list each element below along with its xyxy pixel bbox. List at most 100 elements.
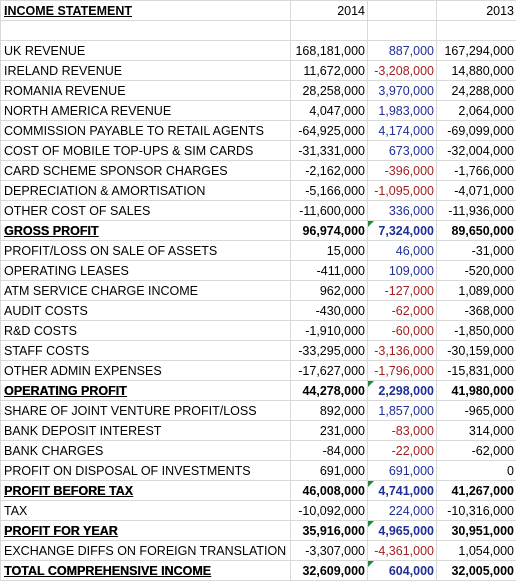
value-2014-cell[interactable]: -5,166,000 (290, 180, 368, 201)
value-2013-cell[interactable]: -69,099,000 (436, 120, 516, 141)
value-2014-cell[interactable]: 691,000 (290, 460, 368, 481)
change-cell[interactable]: 1,983,000 (367, 100, 437, 121)
value-2013-cell[interactable]: -965,000 (436, 400, 516, 421)
row-label-cell[interactable]: IRELAND REVENUE (0, 60, 291, 81)
value-2014-cell[interactable]: -31,331,000 (290, 140, 368, 161)
value-2013-cell[interactable]: 2,064,000 (436, 100, 516, 121)
row-label-cell[interactable]: TOTAL COMPREHENSIVE INCOME (0, 560, 291, 581)
change-cell[interactable]: -1,095,000 (367, 180, 437, 201)
value-2013-cell[interactable]: -15,831,000 (436, 360, 516, 381)
value-2014-cell[interactable]: -1,910,000 (290, 320, 368, 341)
change-cell[interactable]: 7,324,000 (367, 220, 437, 241)
row-label-cell[interactable]: STAFF COSTS (0, 340, 291, 361)
value-2014-cell[interactable]: -3,307,000 (290, 540, 368, 561)
row-label-cell[interactable]: PROFIT BEFORE TAX (0, 480, 291, 501)
change-cell[interactable]: 336,000 (367, 200, 437, 221)
value-2013-cell[interactable]: 89,650,000 (436, 220, 516, 241)
row-label-cell[interactable]: OTHER ADMIN EXPENSES (0, 360, 291, 381)
value-2013-cell[interactable]: -32,004,000 (436, 140, 516, 161)
row-label-cell[interactable]: DEPRECIATION & AMORTISATION (0, 180, 291, 201)
value-2013-cell[interactable]: 30,951,000 (436, 520, 516, 541)
value-2013-cell[interactable]: 167,294,000 (436, 40, 516, 61)
value-2013-cell[interactable]: 14,880,000 (436, 60, 516, 81)
value-2014-cell[interactable]: 231,000 (290, 420, 368, 441)
change-cell[interactable]: -4,361,000 (367, 540, 437, 561)
value-2013-cell[interactable]: -1,850,000 (436, 320, 516, 341)
value-2013-cell[interactable]: 314,000 (436, 420, 516, 441)
value-2014-cell[interactable]: 11,672,000 (290, 60, 368, 81)
change-cell[interactable]: -22,000 (367, 440, 437, 461)
value-2013-cell[interactable]: -31,000 (436, 240, 516, 261)
blank-cell[interactable] (367, 20, 437, 41)
change-cell[interactable]: 4,741,000 (367, 480, 437, 501)
value-2014-cell[interactable]: 15,000 (290, 240, 368, 261)
row-label-cell[interactable]: PROFIT/LOSS ON SALE OF ASSETS (0, 240, 291, 261)
change-cell[interactable]: -1,796,000 (367, 360, 437, 381)
change-cell[interactable]: -3,208,000 (367, 60, 437, 81)
value-2013-cell[interactable]: -520,000 (436, 260, 516, 281)
value-2014-cell[interactable]: 32,609,000 (290, 560, 368, 581)
change-cell[interactable]: 46,000 (367, 240, 437, 261)
row-label-cell[interactable]: OTHER COST OF SALES (0, 200, 291, 221)
value-2014-cell[interactable]: -84,000 (290, 440, 368, 461)
value-2014-cell[interactable]: -411,000 (290, 260, 368, 281)
row-label-cell[interactable]: GROSS PROFIT (0, 220, 291, 241)
change-cell[interactable]: 2,298,000 (367, 380, 437, 401)
value-2013-cell[interactable]: 41,980,000 (436, 380, 516, 401)
value-2013-cell[interactable]: -4,071,000 (436, 180, 516, 201)
value-2014-cell[interactable]: -430,000 (290, 300, 368, 321)
value-2014-cell[interactable]: 4,047,000 (290, 100, 368, 121)
row-label-cell[interactable]: UK REVENUE (0, 40, 291, 61)
value-2014-cell[interactable]: 892,000 (290, 400, 368, 421)
change-cell[interactable]: 604,000 (367, 560, 437, 581)
row-label-cell[interactable]: SHARE OF JOINT VENTURE PROFIT/LOSS (0, 400, 291, 421)
row-label-cell[interactable]: PROFIT FOR YEAR (0, 520, 291, 541)
header-2013-cell[interactable]: 2013 (436, 0, 516, 21)
value-2013-cell[interactable]: -1,766,000 (436, 160, 516, 181)
change-cell[interactable]: 4,965,000 (367, 520, 437, 541)
row-label-cell[interactable]: TAX (0, 500, 291, 521)
value-2014-cell[interactable]: -2,162,000 (290, 160, 368, 181)
change-cell[interactable]: -127,000 (367, 280, 437, 301)
value-2013-cell[interactable]: 1,089,000 (436, 280, 516, 301)
value-2014-cell[interactable]: 46,008,000 (290, 480, 368, 501)
value-2014-cell[interactable]: -33,295,000 (290, 340, 368, 361)
row-label-cell[interactable]: COST OF MOBILE TOP-UPS & SIM CARDS (0, 140, 291, 161)
blank-cell[interactable] (290, 20, 368, 41)
row-label-cell[interactable]: R&D COSTS (0, 320, 291, 341)
change-cell[interactable]: 109,000 (367, 260, 437, 281)
change-cell[interactable]: 224,000 (367, 500, 437, 521)
value-2014-cell[interactable]: -64,925,000 (290, 120, 368, 141)
value-2013-cell[interactable]: -368,000 (436, 300, 516, 321)
row-label-cell[interactable]: AUDIT COSTS (0, 300, 291, 321)
header-2014-cell[interactable]: 2014 (290, 0, 368, 21)
row-label-cell[interactable]: COMMISSION PAYABLE TO RETAIL AGENTS (0, 120, 291, 141)
row-label-cell[interactable]: PROFIT ON DISPOSAL OF INVESTMENTS (0, 460, 291, 481)
header-title-cell[interactable]: INCOME STATEMENT (0, 0, 291, 21)
change-cell[interactable]: -60,000 (367, 320, 437, 341)
change-cell[interactable]: -83,000 (367, 420, 437, 441)
change-cell[interactable]: -396,000 (367, 160, 437, 181)
change-cell[interactable]: -62,000 (367, 300, 437, 321)
header-change-cell[interactable] (367, 0, 437, 21)
row-label-cell[interactable]: CARD SCHEME SPONSOR CHARGES (0, 160, 291, 181)
row-label-cell[interactable]: OPERATING PROFIT (0, 380, 291, 401)
blank-cell[interactable] (436, 20, 516, 41)
row-label-cell[interactable]: EXCHANGE DIFFS ON FOREIGN TRANSLATION (0, 540, 291, 561)
value-2014-cell[interactable]: 44,278,000 (290, 380, 368, 401)
value-2013-cell[interactable]: -62,000 (436, 440, 516, 461)
value-2014-cell[interactable]: 28,258,000 (290, 80, 368, 101)
value-2014-cell[interactable]: 35,916,000 (290, 520, 368, 541)
value-2013-cell[interactable]: 1,054,000 (436, 540, 516, 561)
change-cell[interactable]: -3,136,000 (367, 340, 437, 361)
row-label-cell[interactable]: BANK DEPOSIT INTEREST (0, 420, 291, 441)
change-cell[interactable]: 691,000 (367, 460, 437, 481)
value-2013-cell[interactable]: -11,936,000 (436, 200, 516, 221)
value-2014-cell[interactable]: 168,181,000 (290, 40, 368, 61)
row-label-cell[interactable]: ROMANIA REVENUE (0, 80, 291, 101)
value-2014-cell[interactable]: 962,000 (290, 280, 368, 301)
value-2013-cell[interactable]: 24,288,000 (436, 80, 516, 101)
value-2013-cell[interactable]: 0 (436, 460, 516, 481)
value-2013-cell[interactable]: -30,159,000 (436, 340, 516, 361)
change-cell[interactable]: 887,000 (367, 40, 437, 61)
